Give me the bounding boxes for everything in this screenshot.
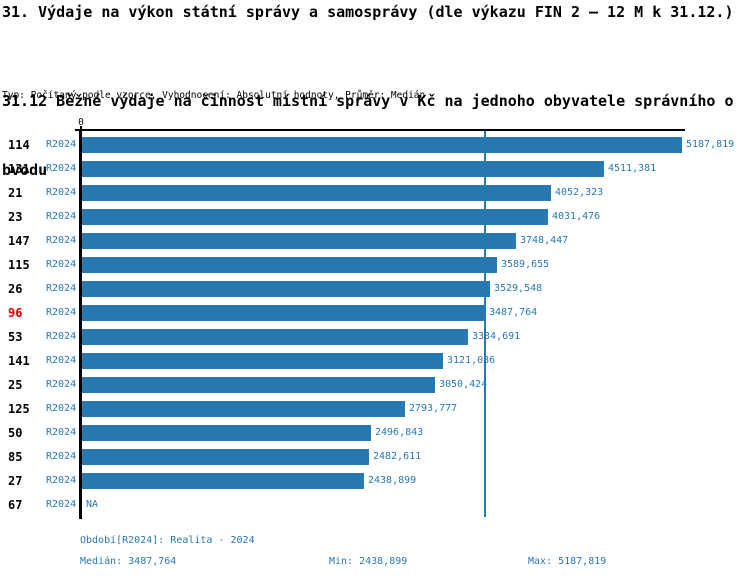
chart-row: 96 R2024 3487,764 — [0, 301, 750, 325]
row-bar — [82, 161, 604, 177]
row-bar — [82, 353, 443, 369]
row-period-label: R2024 — [46, 307, 77, 318]
row-bar — [82, 425, 371, 441]
row-id-label: 147 — [8, 234, 30, 248]
report-subtitle-line1: 31.12 Běžné výdaje na činnost místní spr… — [2, 92, 734, 110]
row-bar — [82, 329, 468, 345]
chart-row: 25 R2024 3050,424 — [0, 373, 750, 397]
row-period-label: R2024 — [46, 259, 77, 270]
chart-row: 21 R2024 4052,323 — [0, 181, 750, 205]
row-period-label: R2024 — [46, 283, 77, 294]
footer-period: Období[R2024]: Realita - 2024 — [80, 535, 255, 546]
row-value-label: 3589,655 — [501, 259, 550, 270]
chart-row: 50 R2024 2496,843 — [0, 421, 750, 445]
row-id-label: 96 — [8, 306, 23, 320]
row-id-label: 53 — [8, 330, 23, 344]
row-id-label: 26 — [8, 282, 23, 296]
row-value-label: 3334,691 — [472, 331, 521, 342]
row-id-label: 27 — [8, 474, 23, 488]
chart-row: 53 R2024 3334,691 — [0, 325, 750, 349]
row-period-label: R2024 — [46, 139, 77, 150]
row-period-label: R2024 — [46, 235, 77, 246]
row-id-label: 85 — [8, 450, 23, 464]
row-bar — [82, 185, 551, 201]
x-axis-tick — [80, 126, 82, 130]
report-title: 31. Výdaje na výkon státní správy a samo… — [2, 3, 734, 21]
x-axis-zero-label: 0 — [78, 117, 84, 128]
row-value-label: 3748,447 — [520, 235, 569, 246]
row-id-label: 21 — [8, 186, 23, 200]
report-subtitle: 31.12 Běžné výdaje na činnost místní spr… — [2, 44, 734, 228]
row-bar — [82, 137, 682, 153]
row-value-label: 3529,548 — [494, 283, 543, 294]
row-id-label: 114 — [8, 138, 30, 152]
row-period-label: R2024 — [46, 427, 77, 438]
row-period-label: R2024 — [46, 379, 77, 390]
footer-median: Medián: 3487,764 — [80, 556, 177, 567]
row-period-label: R2024 — [46, 475, 77, 486]
chart-row: 26 R2024 3529,548 — [0, 277, 750, 301]
row-value-label: 5187,819 — [686, 139, 735, 150]
row-period-label: R2024 — [46, 451, 77, 462]
chart-row: 85 R2024 2482,611 — [0, 445, 750, 469]
footer-max: Max: 5187,819 — [528, 556, 607, 567]
row-value-label: 2496,843 — [375, 427, 424, 438]
row-value-label: 3487,764 — [489, 307, 538, 318]
row-bar — [82, 401, 405, 417]
chart-row: 27 R2024 2438,899 — [0, 469, 750, 493]
chart-row: 115 R2024 3589,655 — [0, 253, 750, 277]
chart-row: 114 R2024 5187,819 — [0, 133, 750, 157]
row-period-label: R2024 — [46, 187, 77, 198]
footer-min: Min: 2438,899 — [329, 556, 408, 567]
x-axis-line — [75, 129, 685, 131]
row-period-label: R2024 — [46, 163, 77, 174]
row-id-label: 115 — [8, 258, 30, 272]
row-id-label: 131 — [8, 162, 30, 176]
row-value-label: 2438,899 — [368, 475, 417, 486]
row-value-label: 4511,381 — [608, 163, 657, 174]
row-na-label: NA — [86, 499, 99, 510]
chart-row: 125 R2024 2793,777 — [0, 397, 750, 421]
chart-row: 147 R2024 3748,447 — [0, 229, 750, 253]
chart-row: 23 R2024 4031,476 — [0, 205, 750, 229]
row-bar — [82, 305, 485, 321]
row-value-label: 2793,777 — [409, 403, 458, 414]
row-value-label: 4031,476 — [552, 211, 601, 222]
chart-row: 67 R2024 NA — [0, 493, 750, 517]
row-id-label: 67 — [8, 498, 23, 512]
row-value-label: 4052,323 — [555, 187, 604, 198]
row-id-label: 25 — [8, 378, 23, 392]
row-bar — [82, 377, 435, 393]
row-bar — [82, 449, 369, 465]
row-bar — [82, 281, 490, 297]
chart-row: 141 R2024 3121,036 — [0, 349, 750, 373]
row-value-label: 3050,424 — [439, 379, 488, 390]
row-id-label: 125 — [8, 402, 30, 416]
chart-row: 131 R2024 4511,381 — [0, 157, 750, 181]
row-bar — [82, 233, 516, 249]
row-bar — [82, 209, 548, 225]
row-period-label: R2024 — [46, 499, 77, 510]
report-meta: Typ: Počítaný podle vzorce, Vyhodnocení:… — [2, 90, 426, 101]
row-id-label: 141 — [8, 354, 30, 368]
report-subtitle-line2: bvodu — [2, 161, 48, 179]
row-value-label: 2482,611 — [373, 451, 422, 462]
row-id-label: 50 — [8, 426, 23, 440]
median-line — [484, 131, 486, 517]
row-bar — [82, 473, 364, 489]
row-bar — [82, 257, 497, 273]
row-period-label: R2024 — [46, 403, 77, 414]
row-id-label: 23 — [8, 210, 23, 224]
y-axis-line — [79, 129, 82, 519]
row-period-label: R2024 — [46, 211, 77, 222]
row-value-label: 3121,036 — [447, 355, 496, 366]
row-period-label: R2024 — [46, 355, 77, 366]
row-period-label: R2024 — [46, 331, 77, 342]
